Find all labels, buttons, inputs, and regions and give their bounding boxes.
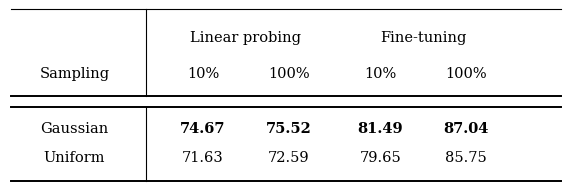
Text: 100%: 100% xyxy=(268,67,309,81)
Text: Gaussian: Gaussian xyxy=(40,122,109,136)
Text: 75.52: 75.52 xyxy=(266,122,312,136)
Text: 79.65: 79.65 xyxy=(360,151,401,165)
Text: 100%: 100% xyxy=(446,67,487,81)
Text: 85.75: 85.75 xyxy=(446,151,487,165)
Text: 74.67: 74.67 xyxy=(180,122,226,136)
Text: 71.63: 71.63 xyxy=(182,151,224,165)
Text: Sampling: Sampling xyxy=(39,67,109,81)
Text: 72.59: 72.59 xyxy=(268,151,309,165)
Text: 10%: 10% xyxy=(364,67,396,81)
Text: 10%: 10% xyxy=(187,67,219,81)
Text: 81.49: 81.49 xyxy=(358,122,403,136)
Text: Uniform: Uniform xyxy=(43,151,105,165)
Text: 87.04: 87.04 xyxy=(443,122,489,136)
Text: Fine-tuning: Fine-tuning xyxy=(380,31,467,45)
Text: Linear probing: Linear probing xyxy=(190,31,301,45)
